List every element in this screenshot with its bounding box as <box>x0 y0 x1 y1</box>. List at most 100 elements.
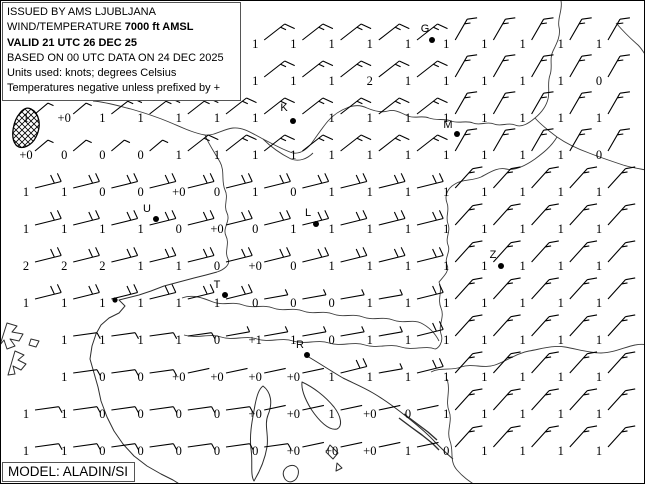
temperature-value: 1 <box>252 111 258 125</box>
temperature-value: 1 <box>290 333 296 347</box>
temperature-value: 0 <box>252 222 258 236</box>
wind-barb-layer: 1 1 1 1 1 1 1 1 1 1 1 1 1 2 1 1 1 1 1 0 1 +0 1 1 1 1 1 1 1 1 1 1 1 1 1 +0 0 0… <box>19 17 636 458</box>
wind-barb <box>378 173 406 189</box>
temperature-value: 1 <box>290 148 296 162</box>
temperature-value: 1 <box>481 407 487 421</box>
wind-barb <box>111 247 139 263</box>
wind-barb <box>302 247 330 263</box>
temperature-value: 1 <box>405 444 411 458</box>
wind-barb <box>569 17 592 41</box>
temperature-value: 1 <box>481 74 487 88</box>
wind-barb <box>454 166 483 189</box>
temperature-value: 1 <box>23 111 29 125</box>
wind-barb <box>416 173 444 189</box>
temperature-value: +0 <box>325 444 338 458</box>
wind-barb <box>34 210 62 226</box>
wind-barb <box>149 173 177 189</box>
wind-barb <box>492 425 521 448</box>
temperature-value: +0 <box>58 111 71 125</box>
wind-barb <box>492 351 521 374</box>
temperature-value: 0 <box>137 370 143 384</box>
wind-barb <box>531 166 559 189</box>
temperature-value: 1 <box>23 222 29 236</box>
temperature-value: 1 <box>596 333 602 347</box>
wind-barb <box>149 247 177 263</box>
wind-barb <box>302 404 325 411</box>
wind-barb <box>569 277 598 300</box>
temperature-value: 1 <box>23 407 29 421</box>
wind-barb <box>492 240 521 263</box>
temperature-value: 1 <box>443 333 449 347</box>
wind-barb <box>454 54 478 78</box>
wind-barb <box>607 203 636 226</box>
temperature-value: 0 <box>443 444 449 458</box>
wind-barb <box>607 351 636 374</box>
wind-barb <box>111 210 139 226</box>
temperature-value: 0 <box>214 185 220 199</box>
wind-barb <box>340 441 363 448</box>
wind-barb <box>73 210 100 226</box>
wind-barb <box>569 203 598 226</box>
temperature-value: 1 <box>367 37 373 51</box>
wind-barb <box>72 139 92 152</box>
temperature-value: 0 <box>214 444 220 458</box>
header-temp-note: Temperatures negative unless prefixed by… <box>7 82 221 95</box>
wind-barb <box>111 406 139 414</box>
wind-barb <box>187 247 215 263</box>
temperature-value: 1 <box>367 259 373 273</box>
temperature-value: 0 <box>252 444 258 458</box>
temperature-value: 1 <box>443 259 449 273</box>
temperature-value: 0 <box>596 74 602 88</box>
wind-barb <box>225 284 253 300</box>
wind-barb <box>111 139 131 152</box>
wind-barb <box>340 23 372 41</box>
wind-barb <box>225 173 253 189</box>
border-wiggle-lower <box>183 334 436 350</box>
temperature-value: 2 <box>61 259 67 273</box>
wind-barb <box>34 102 54 115</box>
temperature-value: 1 <box>61 370 67 384</box>
wind-barb <box>492 166 521 189</box>
temperature-value: 1 <box>596 111 602 125</box>
temperature-value: 1 <box>176 333 182 347</box>
wind-barb <box>607 54 630 78</box>
temperature-value: 1 <box>443 185 449 199</box>
temperature-value: 1 <box>443 370 449 384</box>
temperature-value: 1 <box>137 296 143 310</box>
wind-barb <box>34 247 62 263</box>
temperature-value: +0 <box>249 407 262 421</box>
temperature-value: 1 <box>558 74 564 88</box>
temperature-value: 0 <box>328 333 334 347</box>
wind-barb <box>340 97 372 115</box>
temperature-value: 0 <box>176 407 182 421</box>
border-croatia <box>434 136 558 350</box>
temperature-value: 1 <box>137 111 143 125</box>
wind-barb <box>378 289 403 300</box>
wind-barb <box>302 289 327 300</box>
model-label: MODEL: ALADIN/SI <box>8 464 129 479</box>
wind-barb <box>378 363 403 374</box>
temperature-value: 1 <box>558 333 564 347</box>
wind-barb <box>264 404 286 411</box>
temperature-value: 1 <box>367 296 373 310</box>
temperature-value: +1 <box>249 333 262 347</box>
temperature-value: 1 <box>596 407 602 421</box>
wind-barb <box>111 173 139 189</box>
wind-barb <box>264 367 286 374</box>
wind-barb <box>149 332 178 340</box>
temperature-value: 1 <box>443 111 449 125</box>
temperature-value: 1 <box>519 444 525 458</box>
border-north <box>92 1 562 154</box>
temperature-value: 1 <box>61 296 67 310</box>
wind-barb <box>569 54 592 78</box>
temperature-value: 1 <box>328 185 334 199</box>
temperature-value: 0 <box>99 444 105 458</box>
wind-barb <box>111 332 139 340</box>
wind-barb <box>149 210 177 226</box>
temperature-value: 1 <box>252 37 258 51</box>
coast-lagoon-2 <box>7 350 27 376</box>
temperature-value: +0 <box>19 148 32 162</box>
temperature-value: 1 <box>290 74 296 88</box>
wind-barb <box>569 351 598 374</box>
